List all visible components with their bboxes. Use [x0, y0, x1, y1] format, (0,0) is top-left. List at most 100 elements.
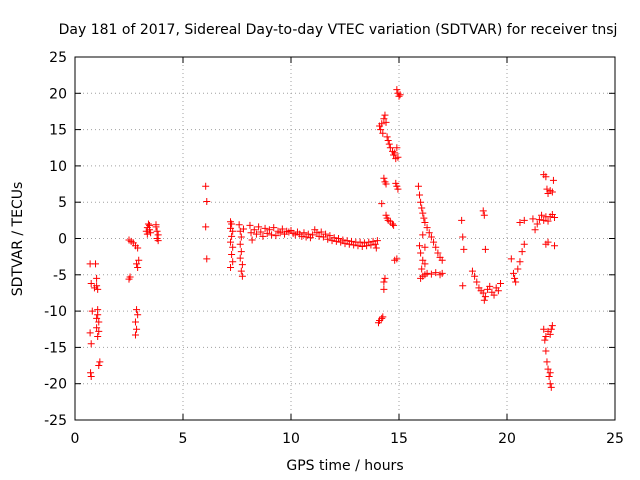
x-tick-label: 25: [606, 431, 624, 447]
data-point: [94, 306, 102, 314]
data-point: [270, 224, 278, 232]
data-point: [417, 249, 425, 257]
data-point: [432, 243, 440, 251]
data-point: [546, 380, 554, 388]
data-point: [374, 319, 382, 327]
data-point: [261, 224, 269, 232]
data-point: [417, 198, 425, 206]
data-point: [154, 237, 162, 245]
data-point: [418, 204, 426, 212]
data-point: [494, 287, 502, 295]
data-point: [237, 248, 245, 256]
data-point: [547, 325, 555, 333]
data-point: [378, 200, 386, 208]
data-point: [386, 144, 394, 152]
data-point: [379, 313, 387, 321]
data-point: [546, 330, 554, 338]
data-point: [430, 238, 438, 246]
data-point: [548, 188, 556, 196]
data-point: [93, 324, 101, 332]
data-point: [317, 228, 325, 236]
data-point: [416, 242, 424, 250]
data-point: [343, 237, 351, 245]
data-point: [378, 314, 386, 322]
data-point: [420, 214, 428, 222]
data-point: [135, 256, 143, 264]
data-point: [421, 260, 429, 268]
data-point: [516, 258, 524, 266]
data-point: [131, 331, 139, 339]
y-tick-label: 10: [49, 159, 67, 175]
data-point: [133, 306, 141, 314]
data-point: [542, 333, 550, 341]
data-point: [363, 242, 371, 250]
data-point: [540, 325, 548, 333]
data-point: [551, 242, 559, 250]
data-point: [358, 242, 366, 250]
data-point: [322, 230, 330, 238]
data-point: [392, 179, 400, 187]
data-point: [385, 140, 393, 148]
data-point: [383, 133, 391, 141]
data-point: [380, 285, 388, 293]
data-point: [459, 233, 467, 241]
data-point: [239, 225, 247, 233]
data-point: [380, 278, 388, 286]
data-point: [324, 235, 332, 243]
data-point: [423, 269, 431, 277]
data-point: [313, 229, 321, 237]
data-point: [315, 232, 323, 240]
data-point: [142, 227, 150, 235]
data-point: [425, 229, 433, 237]
data-point: [421, 243, 429, 251]
data-point: [458, 216, 466, 224]
data-point: [298, 232, 306, 240]
data-point: [265, 226, 273, 234]
y-tick-label: 20: [49, 86, 67, 102]
data-point: [133, 325, 141, 333]
data-point: [252, 230, 260, 238]
data-point: [490, 291, 498, 299]
data-point: [514, 265, 522, 273]
data-point: [131, 318, 139, 326]
data-point: [229, 258, 237, 266]
y-tick-label: 5: [58, 195, 67, 211]
data-point: [393, 144, 401, 152]
data-point: [391, 149, 399, 157]
data-point: [421, 219, 429, 227]
y-axis-label: SDTVAR / TECUs: [10, 182, 26, 297]
data-point: [335, 235, 343, 242]
data-point: [228, 220, 236, 228]
data-point: [551, 213, 559, 221]
data-point: [330, 234, 338, 242]
data-point: [304, 230, 312, 238]
data-point: [246, 221, 254, 229]
data-point: [153, 227, 161, 235]
data-point: [87, 280, 95, 288]
y-tick-label: 0: [58, 232, 67, 248]
data-point: [545, 372, 553, 380]
data-point: [247, 229, 255, 237]
data-point: [379, 129, 387, 137]
data-point: [134, 264, 142, 272]
data-point: [237, 233, 245, 241]
data-point: [389, 220, 397, 228]
data-point: [381, 274, 389, 282]
data-point: [396, 91, 404, 99]
data-point: [87, 372, 95, 380]
data-point: [272, 232, 280, 240]
data-point: [144, 220, 152, 228]
data-point: [486, 282, 494, 290]
data-point: [276, 229, 284, 237]
axis-ticks: 0 5 10 15 20 25 -25 -20 -15 -10 -5 0 5 10 15 20 25: [44, 50, 624, 447]
data-point: [479, 207, 487, 215]
data-point: [543, 185, 551, 193]
data-point: [326, 232, 334, 240]
data-point: [544, 238, 552, 246]
data-point: [533, 220, 541, 228]
data-point: [497, 280, 505, 288]
data-point: [459, 282, 467, 290]
data-point: [479, 289, 487, 297]
data-point: [354, 242, 362, 250]
